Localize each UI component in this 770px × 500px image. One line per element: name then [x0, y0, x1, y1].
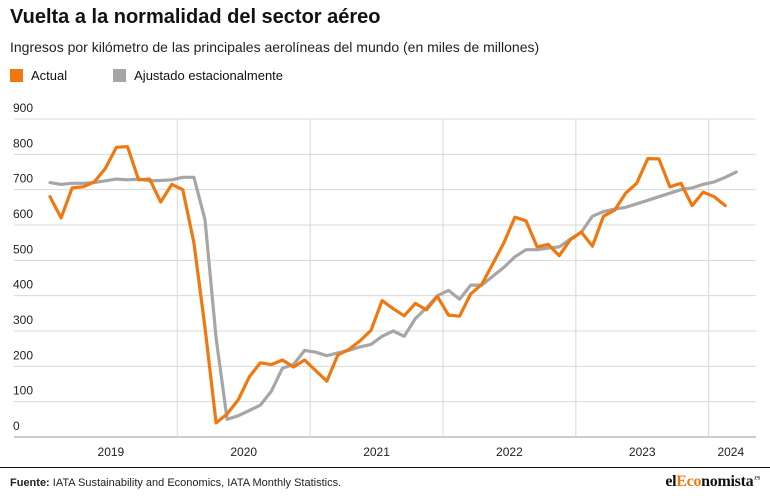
x-tick-label: 2020 [230, 445, 257, 459]
series-line-actual [48, 145, 727, 425]
legend-swatch-adjusted [113, 68, 127, 82]
y-tick-label: 400 [13, 278, 33, 292]
y-tick-label: 200 [13, 348, 33, 362]
y-tick-label: 800 [13, 136, 33, 150]
legend-swatch-actual [10, 68, 23, 82]
legend: Actual Ajustado estacionalmente [10, 67, 329, 83]
brand-part: el [665, 473, 677, 490]
legend-item-actual: Actual [10, 68, 67, 83]
x-tick-label: 2024 [717, 445, 744, 459]
chart-subtitle: Ingresos por kilómetro de las principale… [10, 39, 540, 55]
y-tick-label: 300 [13, 313, 33, 327]
x-tick-label: 2022 [496, 445, 523, 459]
source-label: Fuente: [10, 477, 50, 489]
y-tick-label: 500 [13, 242, 33, 256]
footer-divider [0, 467, 770, 468]
x-tick-label: 2019 [98, 445, 125, 459]
brand-logo: elEconomista.es [665, 473, 760, 491]
brand-suffix: .es [753, 473, 760, 482]
y-tick-label: 100 [13, 384, 33, 398]
legend-label-adjusted: Ajustado estacionalmente [134, 67, 284, 83]
line-chart: 0 100 200 300 400 500 600 700 800 900 2019 2020 2021… [13, 101, 756, 459]
y-tick-label: 900 [13, 101, 33, 115]
source-text: IATA Sustainability and Economics, IATA … [49, 477, 342, 489]
series-line-adjusted [48, 170, 738, 421]
y-tick-label: 0 [13, 419, 20, 433]
x-tick-label: 2021 [363, 445, 390, 459]
brand-part: nomista [701, 473, 754, 490]
x-tick-label: 2023 [629, 445, 656, 459]
brand-highlight: Eco [676, 473, 702, 490]
y-tick-label: 700 [13, 172, 33, 186]
chart-title: Vuelta a la normalidad del sector aéreo [10, 6, 381, 28]
source-note: Fuente: IATA Sustainability and Economic… [10, 477, 341, 489]
y-tick-label: 600 [13, 207, 33, 221]
legend-item-adjusted: Ajustado estacionalmente [113, 68, 283, 83]
legend-label-actual: Actual [31, 67, 68, 83]
